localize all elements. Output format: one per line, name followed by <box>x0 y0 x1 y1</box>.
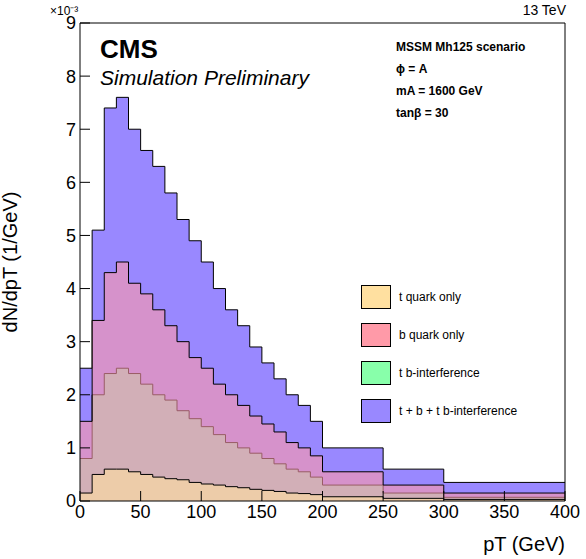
svg-text:150: 150 <box>247 502 277 522</box>
svg-text:2: 2 <box>66 385 76 405</box>
svg-text:50: 50 <box>131 502 151 522</box>
html-text:13 TeV: 13 TeV <box>522 2 566 18</box>
html-text:MSSM Mh125 scenario: MSSM Mh125 scenario <box>396 40 526 54</box>
svg-text:0: 0 <box>75 502 85 522</box>
html-text:×10⁻³: ×10⁻³ <box>50 4 79 18</box>
svg-text:7: 7 <box>66 120 76 140</box>
html-text:CMS: CMS <box>100 34 158 64</box>
html-text:t quark only: t quark only <box>399 290 461 304</box>
svg-text:5: 5 <box>66 226 76 246</box>
svg-text:1: 1 <box>66 438 76 458</box>
svg-text:6: 6 <box>66 173 76 193</box>
html-text:b quark only: b quark only <box>399 328 465 342</box>
html-text:t + b + t b-interference: t + b + t b-interference <box>399 404 518 418</box>
html-text:Simulation Preliminary: Simulation Preliminary <box>100 66 309 89</box>
svg-text:8: 8 <box>66 67 76 87</box>
html-text:ϕ = A: ϕ = A <box>396 62 428 76</box>
svg-text:200: 200 <box>307 502 337 522</box>
svg-text:pT (GeV): pT (GeV) <box>483 533 565 555</box>
html-text:mA = 1600 GeV: mA = 1600 GeV <box>396 84 483 98</box>
svg-text:300: 300 <box>429 502 459 522</box>
html-text:t b-interference: t b-interference <box>399 366 480 380</box>
svg-text:9: 9 <box>66 13 76 34</box>
svg-text:0: 0 <box>66 491 76 511</box>
svg-text:dN/dpT (1/GeV): dN/dpT (1/GeV) <box>0 192 21 333</box>
html-text:tanβ = 30: tanβ = 30 <box>396 106 449 120</box>
svg-text:4: 4 <box>66 279 76 299</box>
svg-text:250: 250 <box>368 502 398 522</box>
svg-text:400: 400 <box>550 502 580 522</box>
svg-text:3: 3 <box>66 332 76 352</box>
svg-text:100: 100 <box>186 502 216 522</box>
svg-text:350: 350 <box>489 502 519 522</box>
